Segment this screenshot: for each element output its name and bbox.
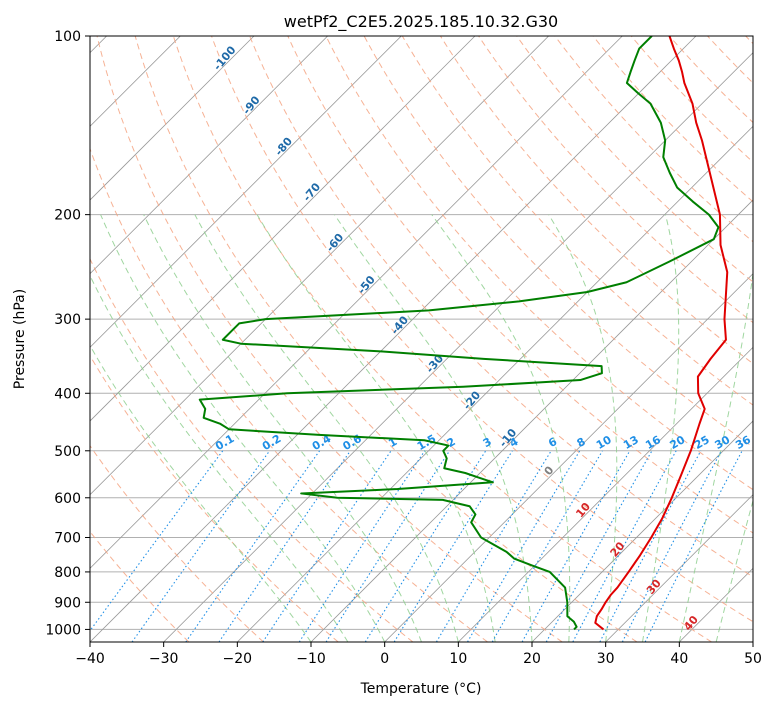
y-tick-label: 500 bbox=[54, 444, 81, 460]
y-tick-label: 300 bbox=[54, 312, 81, 328]
isotherm-line bbox=[531, 420, 753, 642]
dry-adiabat-line bbox=[90, 257, 414, 642]
dry-adiabat-line bbox=[325, 36, 753, 491]
temperature-profile-line bbox=[594, 36, 729, 631]
moist-adiabat-line bbox=[548, 214, 618, 642]
mixing-ratio-line bbox=[572, 450, 677, 642]
moist-adiabat-line bbox=[334, 214, 533, 642]
x-tick-label: −10 bbox=[296, 651, 326, 667]
x-tick-label: 10 bbox=[449, 651, 467, 667]
y-tick-label: 600 bbox=[54, 491, 81, 507]
x-tick-label: −30 bbox=[149, 651, 179, 667]
isotherm-line bbox=[458, 346, 753, 642]
dewpoint-profile-line bbox=[198, 36, 720, 631]
dry-adiabat-line bbox=[211, 36, 753, 623]
y-axis: 1000 900 800 700 600 500 400 300 200 100 bbox=[45, 29, 90, 638]
plot-frame bbox=[89, 35, 754, 643]
dry-adiabat-line bbox=[134, 36, 638, 642]
mixing-ratio-line bbox=[218, 450, 351, 642]
mixing-ratio-line bbox=[298, 450, 426, 642]
isotherm-line bbox=[605, 494, 753, 642]
isotherm-line bbox=[90, 36, 697, 642]
dry-adiabat-line bbox=[90, 444, 264, 642]
y-tick-label: 1000 bbox=[45, 622, 81, 638]
mixing-ratio-line bbox=[364, 450, 487, 642]
dry-adiabat-line bbox=[96, 36, 563, 642]
isotherm-line bbox=[90, 36, 476, 422]
dry-adiabat-line bbox=[401, 36, 753, 406]
dry-adiabat-line bbox=[630, 36, 753, 163]
mixing-ratio-line bbox=[545, 450, 653, 642]
isotherm-line bbox=[90, 36, 623, 569]
moist-adiabat-line bbox=[90, 344, 312, 642]
moist-adiabat-line bbox=[143, 214, 422, 642]
moist-adiabat-line bbox=[100, 214, 386, 642]
y-tick-label: 400 bbox=[54, 386, 81, 402]
x-axis: −40 −30 −20 −10 0 10 20 30 40 50 bbox=[75, 642, 762, 667]
dry-adiabat-line bbox=[478, 36, 753, 324]
mixing-ratio-line bbox=[599, 450, 702, 642]
isotherm-line bbox=[90, 36, 549, 496]
isotherm-line bbox=[90, 36, 328, 275]
dry-adiabat-line bbox=[172, 36, 712, 642]
mixing-ratio-line bbox=[90, 450, 224, 632]
mixing-ratio-line bbox=[185, 450, 321, 642]
isotherm-line bbox=[90, 36, 255, 201]
moist-adiabat-line bbox=[678, 269, 753, 642]
y-tick-label: 900 bbox=[54, 595, 81, 611]
y-tick-label: 800 bbox=[54, 565, 81, 581]
mixing-ratio-line bbox=[521, 450, 631, 642]
mixing-ratio-line bbox=[131, 450, 271, 642]
y-tick-label: 100 bbox=[54, 29, 81, 45]
background-lines bbox=[90, 36, 753, 642]
mixing-ratio-line bbox=[325, 450, 451, 642]
profiles bbox=[198, 36, 729, 631]
dry-adiabat-line bbox=[592, 36, 753, 203]
dry-adiabat-line bbox=[516, 36, 753, 283]
x-axis-label: Temperature (°C) bbox=[360, 681, 482, 697]
moist-adiabat-line bbox=[431, 214, 571, 642]
x-tick-label: 20 bbox=[523, 651, 541, 667]
isotherm-line bbox=[163, 52, 753, 642]
y-tick-label: 700 bbox=[54, 531, 81, 547]
dry-adiabat-line bbox=[249, 36, 753, 578]
mixing-ratio-line bbox=[644, 450, 743, 642]
isotherm-line bbox=[90, 36, 402, 348]
moist-adiabat-line bbox=[194, 214, 459, 642]
x-tick-label: 30 bbox=[597, 651, 615, 667]
x-tick-label: 50 bbox=[744, 651, 762, 667]
x-tick-label: 0 bbox=[380, 651, 389, 667]
moist-adiabat-line bbox=[642, 214, 680, 642]
isotherm-line bbox=[237, 125, 753, 642]
x-tick-label: −40 bbox=[75, 651, 105, 667]
mixing-ratio-line bbox=[262, 450, 392, 642]
x-tick-label: 40 bbox=[670, 651, 688, 667]
y-axis-label: Pressure (hPa) bbox=[12, 289, 28, 389]
dry-adiabat-line bbox=[363, 36, 753, 448]
chart-title: wetPf2_C2E5.2025.185.10.32.G30 bbox=[284, 12, 558, 32]
x-tick-label: −20 bbox=[223, 651, 253, 667]
y-tick-label: 200 bbox=[54, 208, 81, 224]
mixing-ratio-line bbox=[435, 450, 552, 642]
